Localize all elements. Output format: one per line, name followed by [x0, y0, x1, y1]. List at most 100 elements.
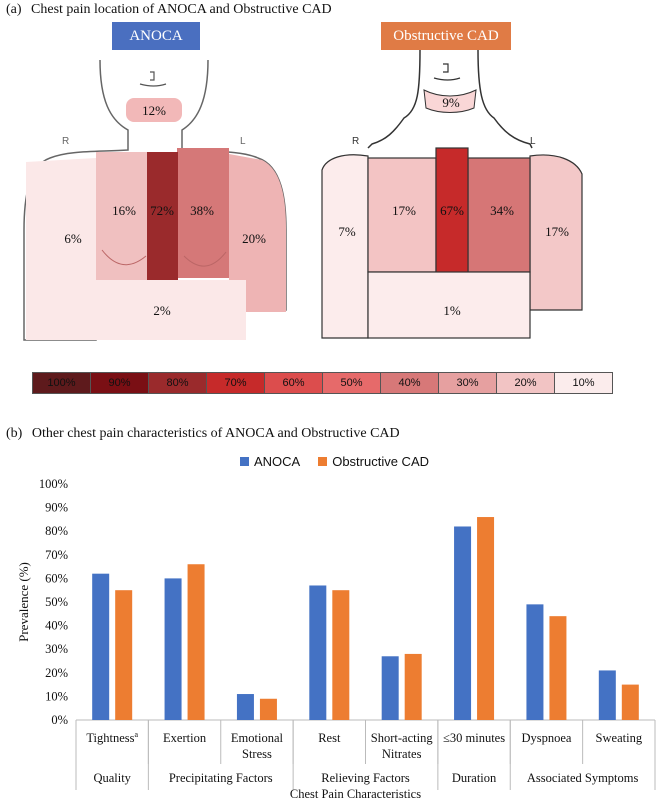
cad-jaw-region: [423, 89, 477, 113]
anoca-jaw-value: 12%: [142, 103, 166, 118]
prevalence-bar-chart: 0% 10% 20% 30% 40% 50% 60% 70% 80% 90% 100% Prevale…: [16, 477, 656, 801]
legend-label-anoca: ANOCA: [253, 454, 301, 469]
scale-cell-20: 20%: [497, 373, 555, 393]
anoca-sternum-value: 72%: [150, 203, 174, 218]
bar-anoca-1: [164, 578, 182, 720]
y-tick-label: 100%: [39, 477, 68, 491]
bar-anoca-3: [309, 585, 327, 720]
bar-anoca-7: [598, 670, 616, 720]
scale-cell-10: 10%: [555, 373, 612, 393]
bar-obstructive-cad-3: [332, 590, 350, 720]
group-label: Duration: [452, 771, 497, 785]
category-label-text: Emotional: [231, 731, 284, 745]
anoca-side-r: R: [62, 136, 69, 147]
cad-right-arm-value: 7%: [338, 224, 356, 239]
category-label-text: Rest: [318, 731, 341, 745]
anoca-right-arm-value: 6%: [64, 231, 82, 246]
scale-cell-80: 80%: [149, 373, 207, 393]
category-label: Emotional: [231, 731, 284, 745]
group-label: Quality: [93, 771, 131, 785]
category-label: Rest: [318, 731, 341, 745]
x-axis-label: Chest Pain Characteristics: [290, 787, 421, 801]
category-label-line2: Stress: [242, 747, 272, 761]
category-label-text: Dyspnoea: [521, 731, 571, 745]
category-label-superscript: a: [134, 730, 138, 739]
anoca-right-chest-value: 16%: [112, 203, 136, 218]
chest-pain-diagrams: R L R L 12% 16% 72% 38% 6% 20% 2% 9% 17%…: [23, 49, 583, 341]
legend-swatch-anoca: [239, 457, 249, 466]
bar-anoca-6: [526, 604, 544, 720]
anoca-left-chest-value: 38%: [190, 203, 214, 218]
cad-sternum-region: [435, 147, 469, 283]
cad-right-chest-value: 17%: [392, 203, 416, 218]
anoca-left-chest-region: [177, 148, 229, 278]
category-label-text: ≤30 minutes: [443, 731, 505, 745]
bar-obstructive-cad-7: [621, 684, 639, 720]
legend-label-obstructive-cad: Obstructive CAD: [332, 454, 430, 469]
scale-cell-100: 100%: [33, 373, 91, 393]
category-label-text: Short-acting: [371, 731, 434, 745]
category-label-text: Exertion: [163, 731, 207, 745]
scale-cell-40: 40%: [381, 373, 439, 393]
bar-anoca-5: [454, 526, 472, 720]
category-label: Tightnessa: [86, 730, 138, 745]
panel-b-title: (b) Other chest pain characteristics of …: [6, 426, 400, 442]
y-tick-label: 90%: [45, 501, 68, 515]
anoca-side-l: L: [240, 136, 246, 147]
panel-b-title-text: Other chest pain characteristics of ANOC…: [31, 426, 400, 441]
scale-cell-50: 50%: [323, 373, 381, 393]
panel-b-label: (b): [6, 426, 23, 441]
y-axis-label: Prevalence (%): [16, 562, 31, 642]
category-label: Short-acting: [371, 731, 434, 745]
y-tick-label: 80%: [45, 524, 68, 538]
cad-abdomen-region: [367, 271, 531, 339]
cad-jaw-value: 9%: [442, 95, 460, 110]
scale-cell-30: 30%: [439, 373, 497, 393]
anoca-left-arm-value: 20%: [242, 231, 266, 246]
bar-obstructive-cad-0: [115, 590, 133, 720]
cad-right-arm-region: [321, 154, 369, 339]
category-label: ≤30 minutes: [443, 731, 505, 745]
bar-obstructive-cad-1: [187, 564, 205, 720]
legend-swatch-obstructive-cad: [318, 457, 328, 466]
anoca-right-arm-region: [26, 158, 96, 340]
category-label-text: Sweating: [596, 731, 643, 745]
bar-obstructive-cad-2: [259, 698, 277, 720]
cad-side-l: L: [530, 136, 536, 147]
category-label-text: Tightness: [86, 731, 134, 745]
panel-a-label: (a): [6, 2, 22, 17]
bar-obstructive-cad-4: [404, 653, 422, 720]
anoca-tag: ANOCA: [112, 22, 200, 50]
scale-cell-60: 60%: [265, 373, 323, 393]
y-tick-label: 70%: [45, 548, 68, 562]
y-tick-label: 50%: [45, 595, 68, 609]
y-tick-label: 20%: [45, 666, 68, 680]
y-tick-label: 0%: [51, 713, 68, 727]
anoca-right-chest-region: [96, 152, 148, 280]
cad-left-chest-value: 34%: [490, 203, 514, 218]
cad-abdomen-value: 1%: [443, 303, 461, 318]
cad-side-r: R: [352, 136, 359, 147]
cad-right-chest-region: [367, 157, 437, 273]
intensity-color-scale: 100% 90% 80% 70% 60% 50% 40% 30% 20% 10%: [32, 372, 613, 394]
group-label: Associated Symptoms: [527, 771, 639, 785]
anoca-figure: [23, 59, 287, 341]
legend-item-anoca: ANOCA: [239, 454, 301, 469]
legend-item-obstructive-cad: Obstructive CAD: [318, 454, 429, 469]
chart-legend: ANOCA Obstructive CAD: [0, 454, 669, 469]
anoca-abdomen-region: [96, 280, 246, 340]
group-label: Precipitating Factors: [169, 771, 273, 785]
bar-anoca-2: [236, 694, 254, 720]
anoca-sternum-region: [147, 152, 178, 290]
panel-a-title: (a) Chest pain location of ANOCA and Obs…: [6, 2, 332, 18]
category-label: Dyspnoea: [521, 731, 571, 745]
y-tick-label: 30%: [45, 642, 68, 656]
panel-a-title-text: Chest pain location of ANOCA and Obstruc…: [31, 2, 332, 17]
scale-cell-70: 70%: [207, 373, 265, 393]
bar-anoca-0: [92, 573, 110, 720]
y-tick-label: 60%: [45, 571, 68, 585]
category-label-line2: Nitrates: [382, 747, 422, 761]
scale-cell-90: 90%: [91, 373, 149, 393]
anoca-abdomen-value: 2%: [153, 303, 171, 318]
anoca-jaw-region: [126, 98, 182, 122]
